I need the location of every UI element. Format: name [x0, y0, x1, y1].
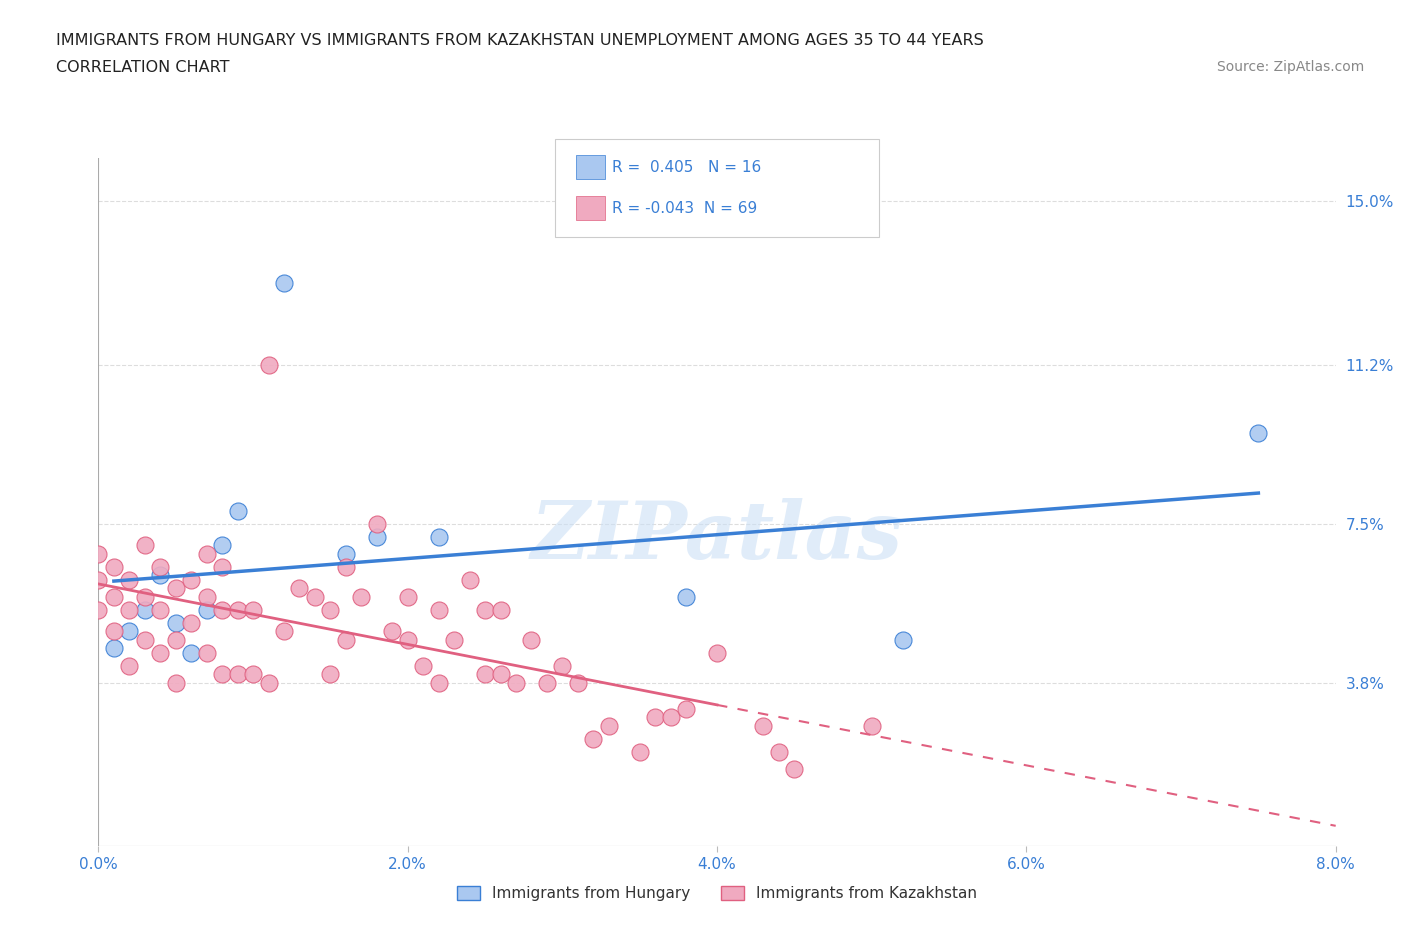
Point [149, 645, 172, 660]
Point [103, 641, 125, 656]
Point [675, 701, 697, 716]
Point [180, 572, 202, 587]
Point [520, 632, 543, 647]
Point [598, 719, 620, 734]
Point [427, 675, 450, 690]
Point [396, 590, 419, 604]
Point [257, 357, 280, 372]
Point [118, 624, 141, 639]
Point [103, 590, 125, 604]
Point [134, 603, 156, 618]
Point [551, 658, 574, 673]
Point [195, 547, 218, 562]
Point [242, 603, 264, 618]
Point [752, 719, 775, 734]
Point [226, 503, 249, 518]
Point [165, 632, 187, 647]
Text: R =  0.405   N = 16: R = 0.405 N = 16 [612, 160, 761, 175]
Point [783, 762, 806, 777]
Point [489, 667, 512, 682]
Point [118, 603, 141, 618]
Point [195, 603, 218, 618]
Point [165, 616, 187, 631]
Point [505, 675, 527, 690]
Point [891, 632, 914, 647]
Point [103, 624, 125, 639]
Point [195, 645, 218, 660]
Text: R = -0.043  N = 69: R = -0.043 N = 69 [612, 201, 756, 216]
Point [180, 616, 202, 631]
Point [134, 590, 156, 604]
Text: ZIPatlas: ZIPatlas [531, 498, 903, 576]
Point [273, 624, 295, 639]
Text: IMMIGRANTS FROM HUNGARY VS IMMIGRANTS FROM KAZAKHSTAN UNEMPLOYMENT AMONG AGES 35: IMMIGRANTS FROM HUNGARY VS IMMIGRANTS FR… [56, 33, 984, 47]
Point [427, 603, 450, 618]
Point [195, 590, 218, 604]
Point [134, 538, 156, 552]
Point [706, 645, 728, 660]
Point [134, 632, 156, 647]
Point [288, 580, 311, 596]
Point [165, 675, 187, 690]
Point [582, 731, 605, 746]
Point [396, 632, 419, 647]
Point [335, 559, 357, 574]
Point [536, 675, 558, 690]
Point [242, 667, 264, 682]
Point [257, 675, 280, 690]
Point [87, 603, 110, 618]
Point [659, 710, 682, 724]
Point [628, 744, 651, 759]
Point [860, 719, 883, 734]
Point [118, 658, 141, 673]
Text: CORRELATION CHART: CORRELATION CHART [56, 60, 229, 75]
Point [350, 590, 373, 604]
Point [149, 559, 172, 574]
Point [149, 603, 172, 618]
Point [768, 744, 790, 759]
Point [381, 624, 404, 639]
Point [211, 538, 233, 552]
Point [319, 667, 342, 682]
Point [474, 667, 496, 682]
Point [335, 547, 357, 562]
Point [427, 529, 450, 544]
Point [103, 559, 125, 574]
Point [149, 568, 172, 583]
Text: Source: ZipAtlas.com: Source: ZipAtlas.com [1216, 60, 1364, 74]
Point [474, 603, 496, 618]
Point [304, 590, 326, 604]
Point [489, 603, 512, 618]
Point [165, 580, 187, 596]
Legend: Immigrants from Hungary, Immigrants from Kazakhstan: Immigrants from Hungary, Immigrants from… [451, 880, 983, 908]
Point [273, 275, 295, 290]
Point [675, 590, 697, 604]
Point [180, 645, 202, 660]
Point [87, 547, 110, 562]
Point [211, 559, 233, 574]
Point [226, 603, 249, 618]
Point [366, 516, 388, 531]
Point [412, 658, 434, 673]
Point [458, 572, 481, 587]
Point [118, 572, 141, 587]
Point [443, 632, 465, 647]
Point [319, 603, 342, 618]
Point [567, 675, 589, 690]
Point [226, 667, 249, 682]
Point [211, 603, 233, 618]
Point [335, 632, 357, 647]
Point [366, 529, 388, 544]
Point [87, 572, 110, 587]
Point [644, 710, 666, 724]
Point [211, 667, 233, 682]
Point [1247, 426, 1270, 441]
